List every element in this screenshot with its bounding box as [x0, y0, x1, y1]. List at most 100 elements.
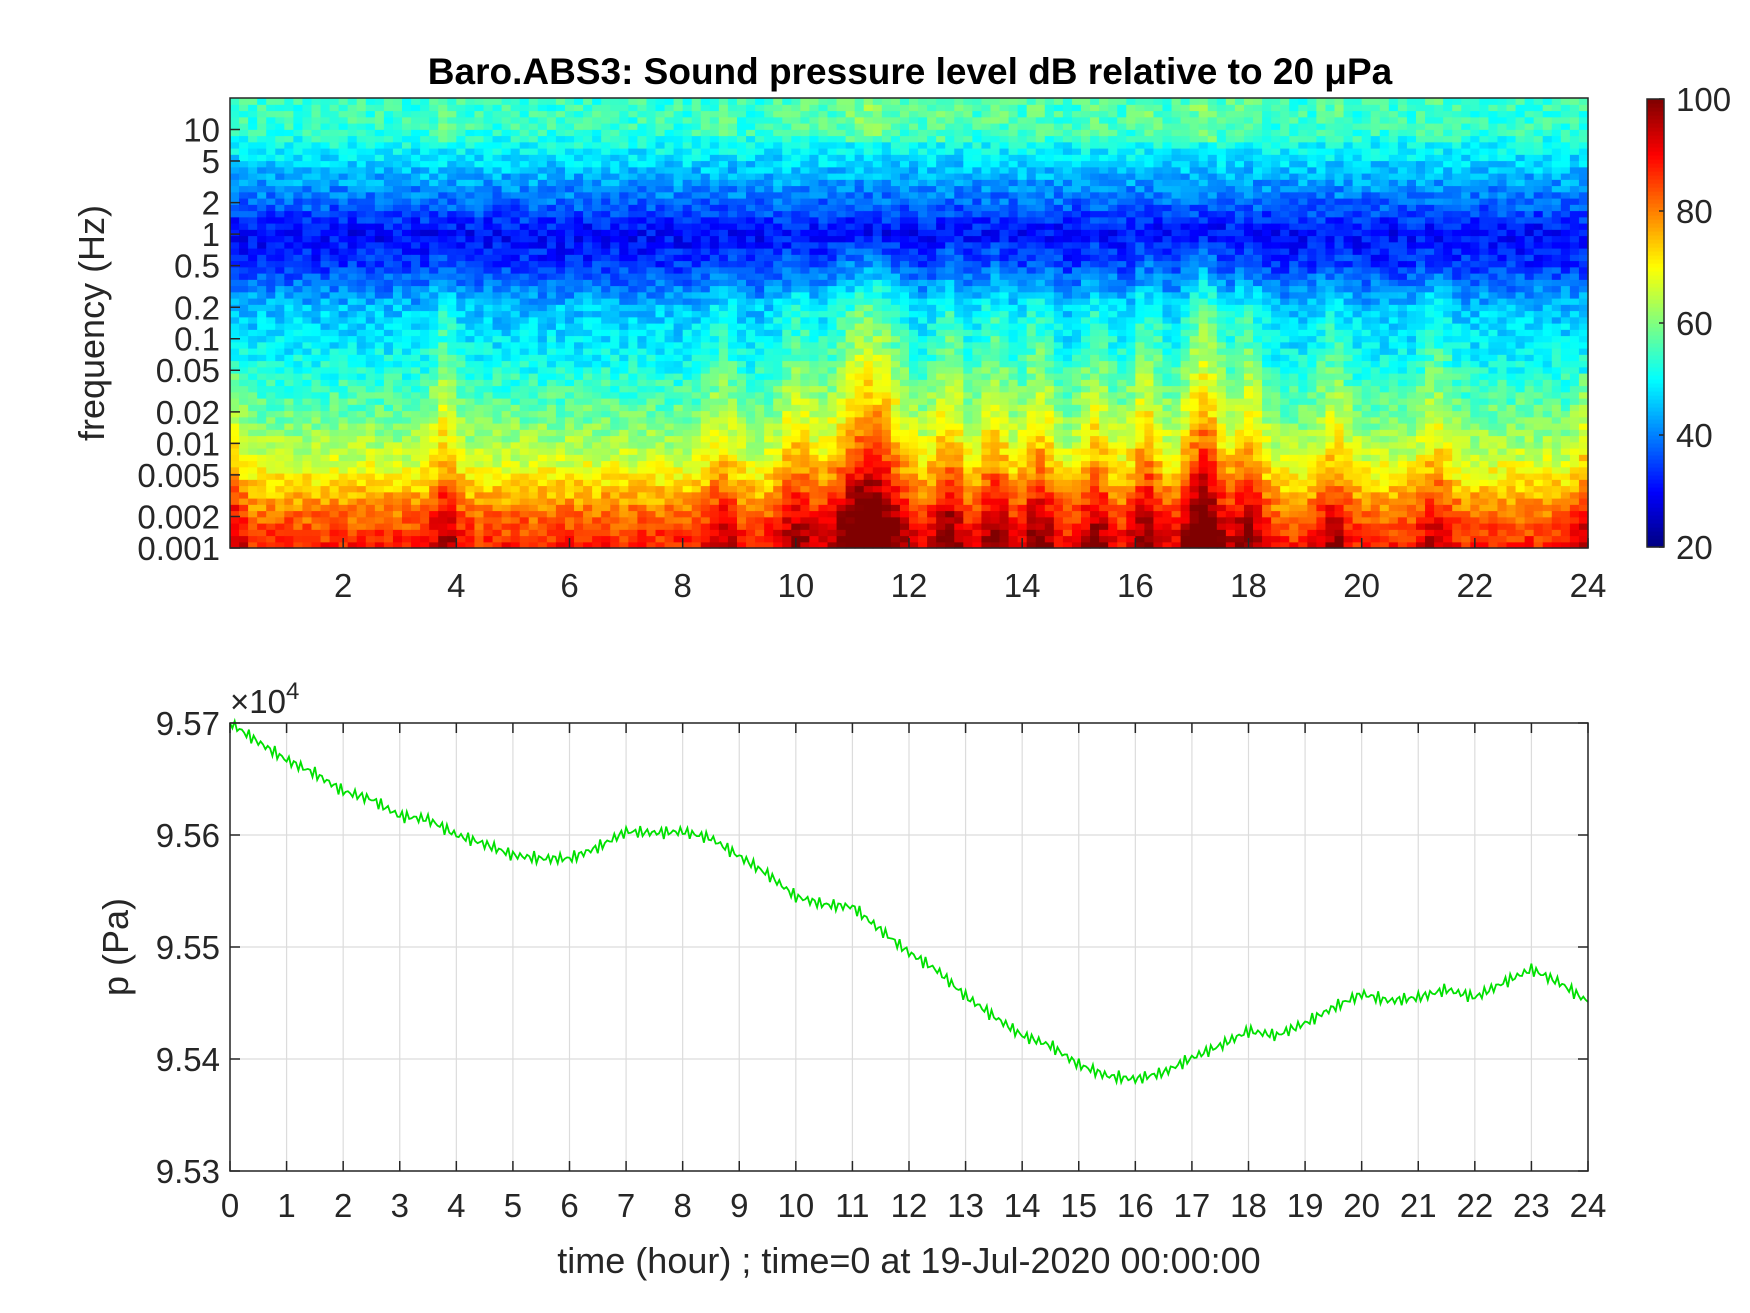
- heatmap-cell: [239, 498, 249, 505]
- heatmap-cell: [800, 448, 811, 455]
- heatmap-cell: [528, 391, 539, 399]
- heatmap-cell: [537, 254, 548, 262]
- heatmap-cell: [311, 416, 322, 424]
- heatmap-cell: [628, 98, 638, 105]
- heatmap-cell: [574, 204, 584, 212]
- heatmap-cell: [818, 198, 829, 205]
- heatmap-cell: [392, 335, 403, 343]
- heatmap-cell: [465, 285, 476, 293]
- heatmap-cell: [827, 348, 838, 355]
- heatmap-cell: [773, 148, 783, 155]
- heatmap-cell: [275, 123, 285, 130]
- heatmap-cell: [682, 310, 693, 318]
- heatmap-cell: [230, 448, 240, 455]
- heatmap-cell: [239, 441, 249, 449]
- heatmap-cell: [836, 104, 847, 112]
- heatmap-cell: [284, 404, 294, 412]
- heatmap-cell: [311, 529, 322, 537]
- heatmap-cell: [465, 116, 476, 124]
- heatmap-cell: [800, 310, 811, 318]
- heatmap-cell: [284, 160, 294, 168]
- heatmap-cell: [501, 223, 512, 230]
- heatmap-cell: [764, 404, 774, 412]
- heatmap-cell: [718, 423, 729, 430]
- heatmap-cell: [809, 129, 820, 137]
- heatmap-cell: [664, 454, 675, 462]
- heatmap-cell: [818, 454, 829, 462]
- heatmap-cell: [528, 416, 539, 424]
- heatmap-cell: [266, 235, 276, 243]
- heatmap-cell: [610, 266, 620, 274]
- heatmap-cell: [746, 485, 756, 493]
- heatmap-cell: [519, 316, 530, 324]
- heatmap-cell: [356, 398, 367, 405]
- heatmap-cell: [329, 110, 340, 118]
- heatmap-cell: [574, 298, 584, 305]
- heatmap-cell: [800, 479, 811, 487]
- heatmap-cell: [664, 535, 675, 543]
- heatmap-cell: [411, 229, 421, 237]
- heatmap-cell: [519, 254, 530, 262]
- heatmap-cell: [329, 241, 340, 249]
- heatmap-cell: [230, 198, 240, 205]
- heatmap-cell: [574, 385, 584, 393]
- heatmap-cell: [746, 185, 756, 193]
- heatmap-cell: [583, 398, 593, 405]
- heatmap-cell: [284, 541, 294, 549]
- heatmap-cell: [519, 454, 530, 462]
- heatmap-cell: [700, 510, 711, 518]
- heatmap-cell: [619, 291, 629, 299]
- heatmap-cell: [275, 473, 285, 480]
- heatmap-cell: [546, 310, 557, 318]
- heatmap-cell: [746, 391, 756, 399]
- heatmap-cell: [519, 354, 530, 362]
- heatmap-cell: [845, 179, 856, 187]
- heatmap-cell: [709, 348, 720, 355]
- heatmap-cell: [574, 348, 584, 355]
- heatmap-cell: [764, 379, 774, 387]
- heatmap-cell: [492, 360, 503, 368]
- heatmap-cell: [555, 204, 566, 212]
- heatmap-cell: [320, 516, 331, 524]
- heatmap-cell: [619, 360, 629, 368]
- heatmap-cell: [628, 498, 638, 505]
- heatmap-cell: [311, 516, 322, 524]
- heatmap-cell: [465, 341, 476, 349]
- heatmap-cell: [583, 185, 593, 193]
- heatmap-cell: [465, 148, 476, 155]
- heatmap-cell: [284, 129, 294, 137]
- heatmap-cell: [474, 241, 485, 249]
- heatmap-cell: [827, 191, 838, 199]
- heatmap-cell: [302, 129, 313, 137]
- heatmap-cell: [248, 491, 258, 499]
- heatmap-cell: [619, 473, 629, 480]
- heatmap-cell: [365, 498, 376, 505]
- heatmap-cell: [574, 485, 584, 493]
- heatmap-cell: [383, 354, 394, 362]
- heatmap-cell: [474, 398, 485, 405]
- heatmap-cell: [727, 454, 738, 462]
- heatmap-cell: [420, 316, 430, 324]
- heatmap-cell: [574, 154, 584, 162]
- heatmap-cell: [474, 229, 485, 237]
- heatmap-cell: [239, 373, 249, 380]
- heatmap-cell: [420, 248, 430, 255]
- heatmap-cell: [755, 148, 765, 155]
- heatmap-cell: [773, 454, 783, 462]
- heatmap-cell: [827, 479, 838, 487]
- heatmap-cell: [239, 316, 249, 324]
- heatmap-cell: [583, 435, 593, 443]
- heatmap-cell: [365, 379, 376, 387]
- heatmap-cell: [483, 410, 494, 418]
- heatmap-cell: [727, 204, 738, 212]
- heatmap-cell: [465, 104, 476, 112]
- heatmap-cell: [438, 529, 448, 537]
- heatmap-cell: [836, 416, 847, 424]
- heatmap-cell: [320, 154, 331, 162]
- heatmap-cell: [374, 354, 385, 362]
- heatmap-cell: [302, 104, 313, 112]
- heatmap-cell: [646, 229, 657, 237]
- heatmap-cell: [628, 398, 638, 405]
- heatmap-cell: [709, 460, 720, 468]
- heatmap-cell: [546, 229, 557, 237]
